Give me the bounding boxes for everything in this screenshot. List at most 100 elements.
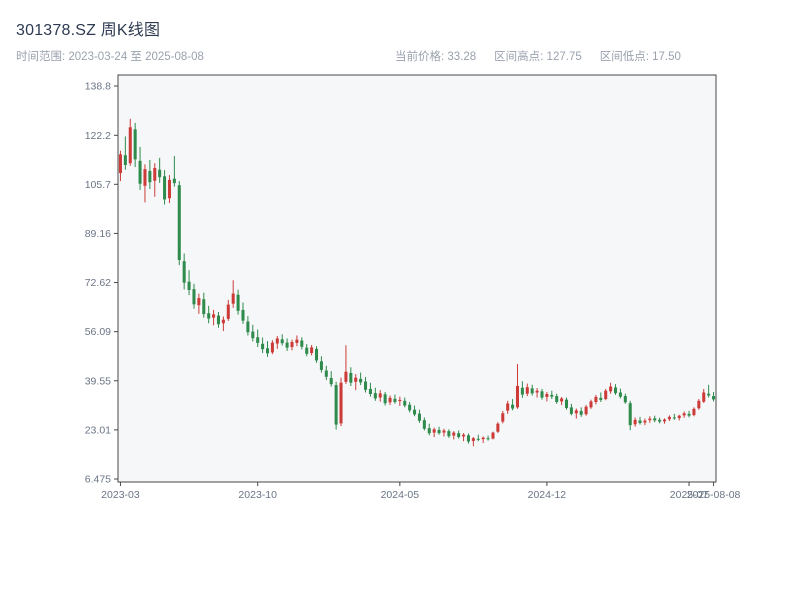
candle	[545, 391, 549, 402]
candle	[393, 394, 397, 404]
candle	[496, 422, 500, 433]
candle	[212, 309, 216, 326]
candle	[314, 346, 319, 363]
candle	[408, 402, 412, 413]
candle	[187, 270, 191, 296]
candle	[584, 404, 588, 416]
candle	[290, 339, 294, 351]
candle	[432, 427, 436, 438]
candle	[623, 393, 627, 404]
range-low-label: 区间低点: 17.50	[599, 51, 681, 63]
range-high-label: 区间高点: 127.75	[494, 51, 582, 63]
candle	[329, 371, 333, 387]
candle	[628, 400, 632, 431]
candle	[486, 435, 490, 441]
candle	[457, 430, 461, 439]
candle	[707, 384, 711, 398]
candle	[251, 324, 255, 342]
candle	[462, 433, 466, 442]
candle	[511, 399, 515, 411]
x-tick-label: 2024-05	[381, 489, 420, 501]
candle	[413, 405, 417, 417]
candle	[133, 122, 137, 168]
candle	[403, 397, 407, 408]
candle	[319, 356, 323, 373]
y-tick-label: 122.2	[85, 130, 111, 142]
candle	[364, 377, 368, 393]
candle	[221, 316, 225, 332]
candle	[550, 390, 554, 400]
candle	[687, 410, 691, 418]
candle	[560, 396, 564, 405]
candle	[275, 336, 279, 349]
x-tick-label: 2023-10	[238, 489, 277, 501]
candle	[712, 391, 716, 402]
candle	[305, 344, 309, 357]
candle	[682, 411, 686, 418]
candle	[589, 399, 593, 409]
candle	[182, 253, 186, 290]
candle	[579, 407, 583, 417]
y-tick-label: 56.09	[85, 326, 111, 338]
candle	[677, 414, 681, 421]
candle	[177, 181, 181, 266]
candle	[285, 338, 289, 351]
candle	[246, 316, 250, 336]
candle	[354, 374, 358, 391]
candle	[604, 388, 608, 401]
candle	[373, 387, 377, 401]
candle	[535, 388, 539, 398]
candle	[148, 159, 152, 190]
candles-layer	[118, 118, 716, 447]
candle	[128, 118, 132, 166]
y-tick-label: 105.7	[85, 179, 111, 191]
candle	[613, 384, 618, 395]
y-tick-label: 72.62	[85, 277, 111, 289]
candle	[280, 334, 284, 346]
candle	[481, 436, 485, 443]
candle	[520, 381, 524, 398]
candle	[202, 292, 206, 318]
candle	[437, 426, 441, 435]
current-price-label: 当前价格: 33.28	[395, 51, 477, 63]
candle	[501, 410, 505, 424]
candle	[226, 299, 230, 321]
candle	[349, 367, 353, 386]
candle	[310, 344, 314, 356]
candle	[123, 136, 127, 170]
candle	[256, 329, 260, 348]
candle	[506, 400, 510, 414]
candle	[300, 337, 304, 350]
candle	[663, 418, 667, 424]
candle	[452, 431, 456, 440]
y-tick-label: 6.475	[85, 474, 111, 486]
candle	[618, 388, 622, 399]
x-tick-label: 2025-07	[670, 489, 709, 501]
candle	[555, 393, 559, 404]
candle	[466, 433, 470, 444]
time-range-label: 时间范围: 2023-03-24 至 2025-08-08	[16, 51, 204, 63]
candle	[692, 407, 696, 417]
candle	[163, 170, 167, 205]
candle	[261, 337, 265, 353]
y-tick-label: 23.01	[85, 424, 111, 436]
candle	[295, 335, 299, 347]
plot-area	[117, 74, 717, 483]
stats-row: 当前价格: 33.28 区间高点: 127.75 区间低点: 17.50	[395, 48, 681, 64]
candle	[359, 372, 363, 386]
y-axis: 6.475 23.01 39.55 56.09 72.62 89.16 105.7 122.2…	[85, 81, 118, 486]
candle	[138, 146, 142, 190]
candle	[574, 408, 578, 419]
candle	[344, 345, 348, 384]
candle	[368, 382, 372, 397]
candle	[525, 383, 529, 397]
page-title: 301378.SZ 周K线图	[16, 22, 161, 39]
x-tick-label: 2025-08-08	[687, 489, 741, 501]
candle	[192, 283, 196, 309]
candle	[633, 417, 637, 427]
candle	[241, 302, 245, 324]
candle	[667, 415, 671, 422]
candle	[172, 156, 176, 187]
candle	[383, 391, 387, 406]
candle	[653, 415, 657, 423]
